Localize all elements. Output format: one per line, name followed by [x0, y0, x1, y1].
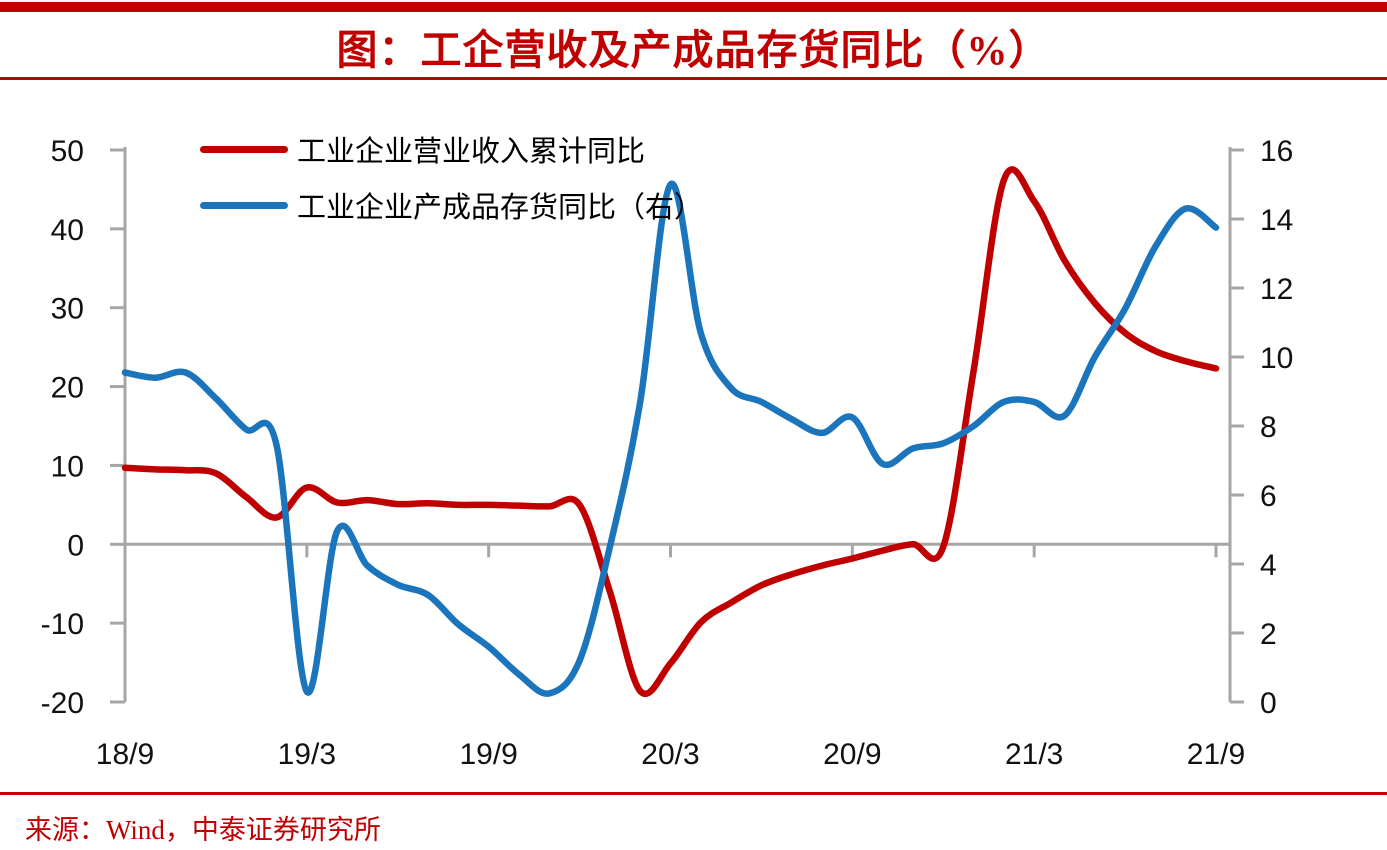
x-axis-label: 19/9 — [459, 738, 517, 771]
x-axis-label: 18/9 — [96, 738, 154, 771]
right-axis-label: 0 — [1260, 687, 1277, 720]
legend-label-inventory: 工业企业产成品存货同比（右） — [297, 192, 704, 224]
source-note: 来源：Wind，中泰证券研究所 — [25, 815, 381, 845]
right-axis-label: 2 — [1260, 618, 1277, 651]
revenue-line — [121, 166, 1220, 697]
left-axis-label: 20 — [51, 372, 84, 405]
x-axis-label: 21/9 — [1187, 738, 1245, 771]
legend-label-revenue: 工业企业营业收入累计同比 — [297, 136, 646, 168]
footer-divider — [0, 792, 1387, 795]
left-axis-label: -10 — [41, 608, 84, 641]
top-accent-bar — [0, 2, 1387, 12]
chart-title: 图：工企营收及产成品存货同比（%） — [336, 27, 1051, 73]
left-axis-label: 0 — [67, 529, 84, 562]
revenue-line-swatch — [200, 145, 288, 153]
x-axis-label: 20/3 — [641, 738, 699, 771]
right-axis-label: 8 — [1260, 411, 1277, 444]
legend-item-revenue: 工业企业营业收入累计同比 — [200, 121, 703, 177]
legend-item-inventory: 工业企业产成品存货同比（右） — [200, 177, 703, 233]
right-axis-label: 10 — [1260, 342, 1293, 375]
x-axis-label: 20/9 — [823, 738, 881, 771]
left-axis-label: 10 — [51, 450, 84, 483]
left-axis-label: 30 — [51, 293, 84, 326]
right-axis-label: 12 — [1260, 273, 1293, 306]
right-axis-label: 6 — [1260, 480, 1277, 513]
right-axis-label: 16 — [1260, 135, 1293, 168]
inventory-line — [121, 180, 1220, 697]
right-axis-label: 14 — [1260, 204, 1293, 237]
title-divider — [0, 77, 1387, 80]
x-axis-label: 21/3 — [1005, 738, 1063, 771]
inventory-line-swatch — [200, 201, 288, 209]
left-axis-label: 40 — [51, 214, 84, 247]
left-axis-label: -20 — [41, 687, 84, 720]
chart-legend: 工业企业营业收入累计同比 工业企业产成品存货同比（右） — [200, 121, 703, 233]
left-axis-label: 50 — [51, 135, 84, 168]
right-axis-label: 4 — [1260, 549, 1277, 582]
x-axis-label: 19/3 — [278, 738, 336, 771]
